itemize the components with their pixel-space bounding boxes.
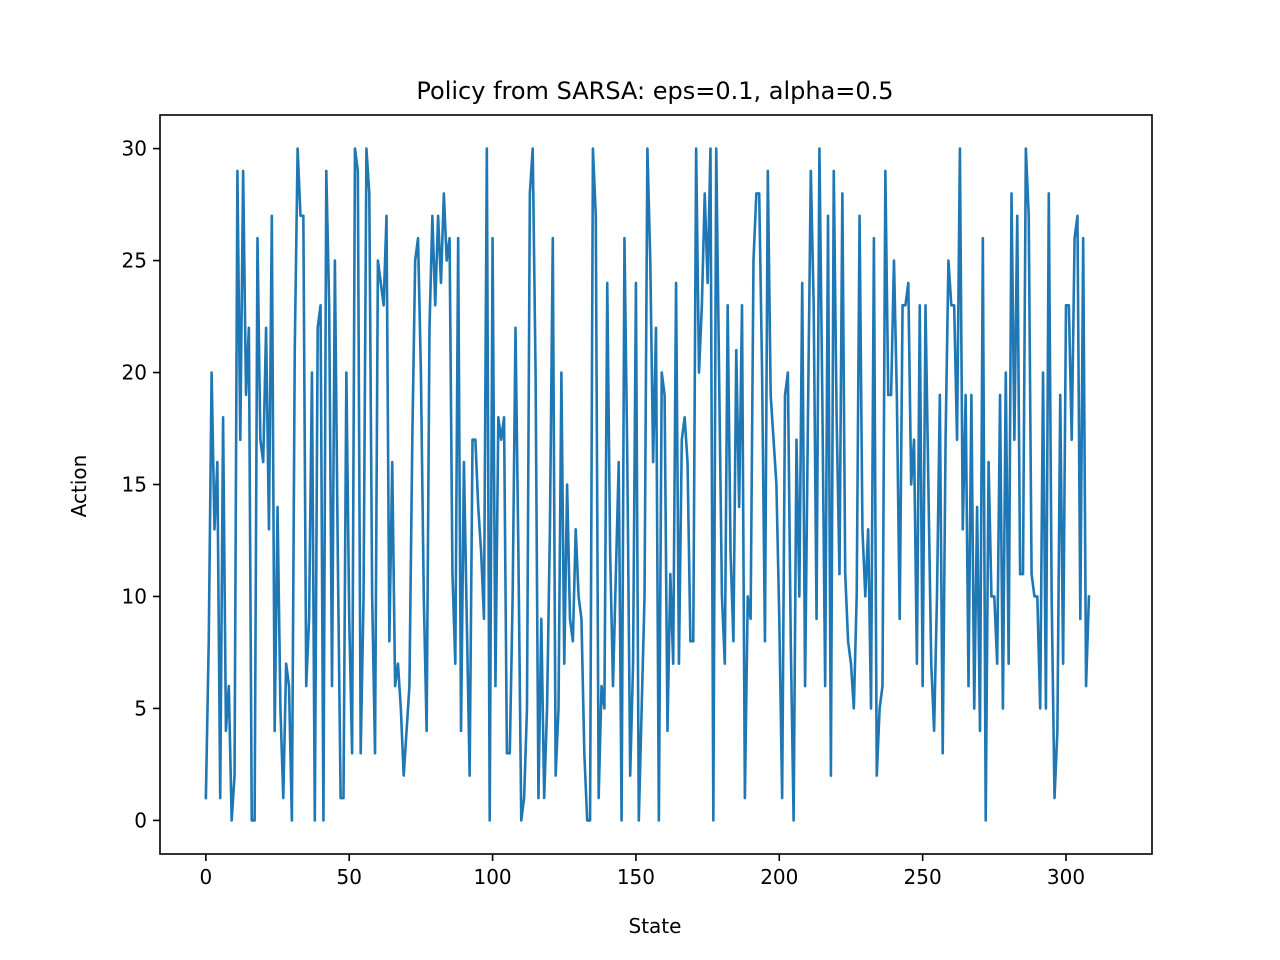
y-tick-label: 15	[122, 473, 147, 497]
y-tick-label: 5	[134, 696, 147, 720]
x-tick-label: 50	[336, 865, 361, 889]
x-tick-label: 300	[1047, 865, 1085, 889]
y-tick-label: 30	[122, 137, 147, 161]
x-axis-label: State	[629, 914, 682, 938]
x-tick-label: 0	[200, 865, 213, 889]
chart-title: Policy from SARSA: eps=0.1, alpha=0.5	[416, 77, 893, 105]
x-tick-label: 100	[473, 865, 511, 889]
plot-area	[204, 147, 1091, 822]
y-tick-label: 25	[122, 249, 147, 273]
y-axis-label: Action	[67, 455, 91, 518]
series-line-0	[204, 147, 1091, 822]
x-tick-label: 250	[904, 865, 942, 889]
x-tick-label: 150	[617, 865, 655, 889]
axes: 0 50 100 150 200 250 300 0 5 10 15 20 25 30	[122, 114, 1153, 889]
y-tick-label: 0	[134, 808, 147, 832]
y-tick-label: 20	[122, 361, 147, 385]
y-tick-label: 10	[122, 584, 147, 608]
x-tick-label: 200	[760, 865, 798, 889]
